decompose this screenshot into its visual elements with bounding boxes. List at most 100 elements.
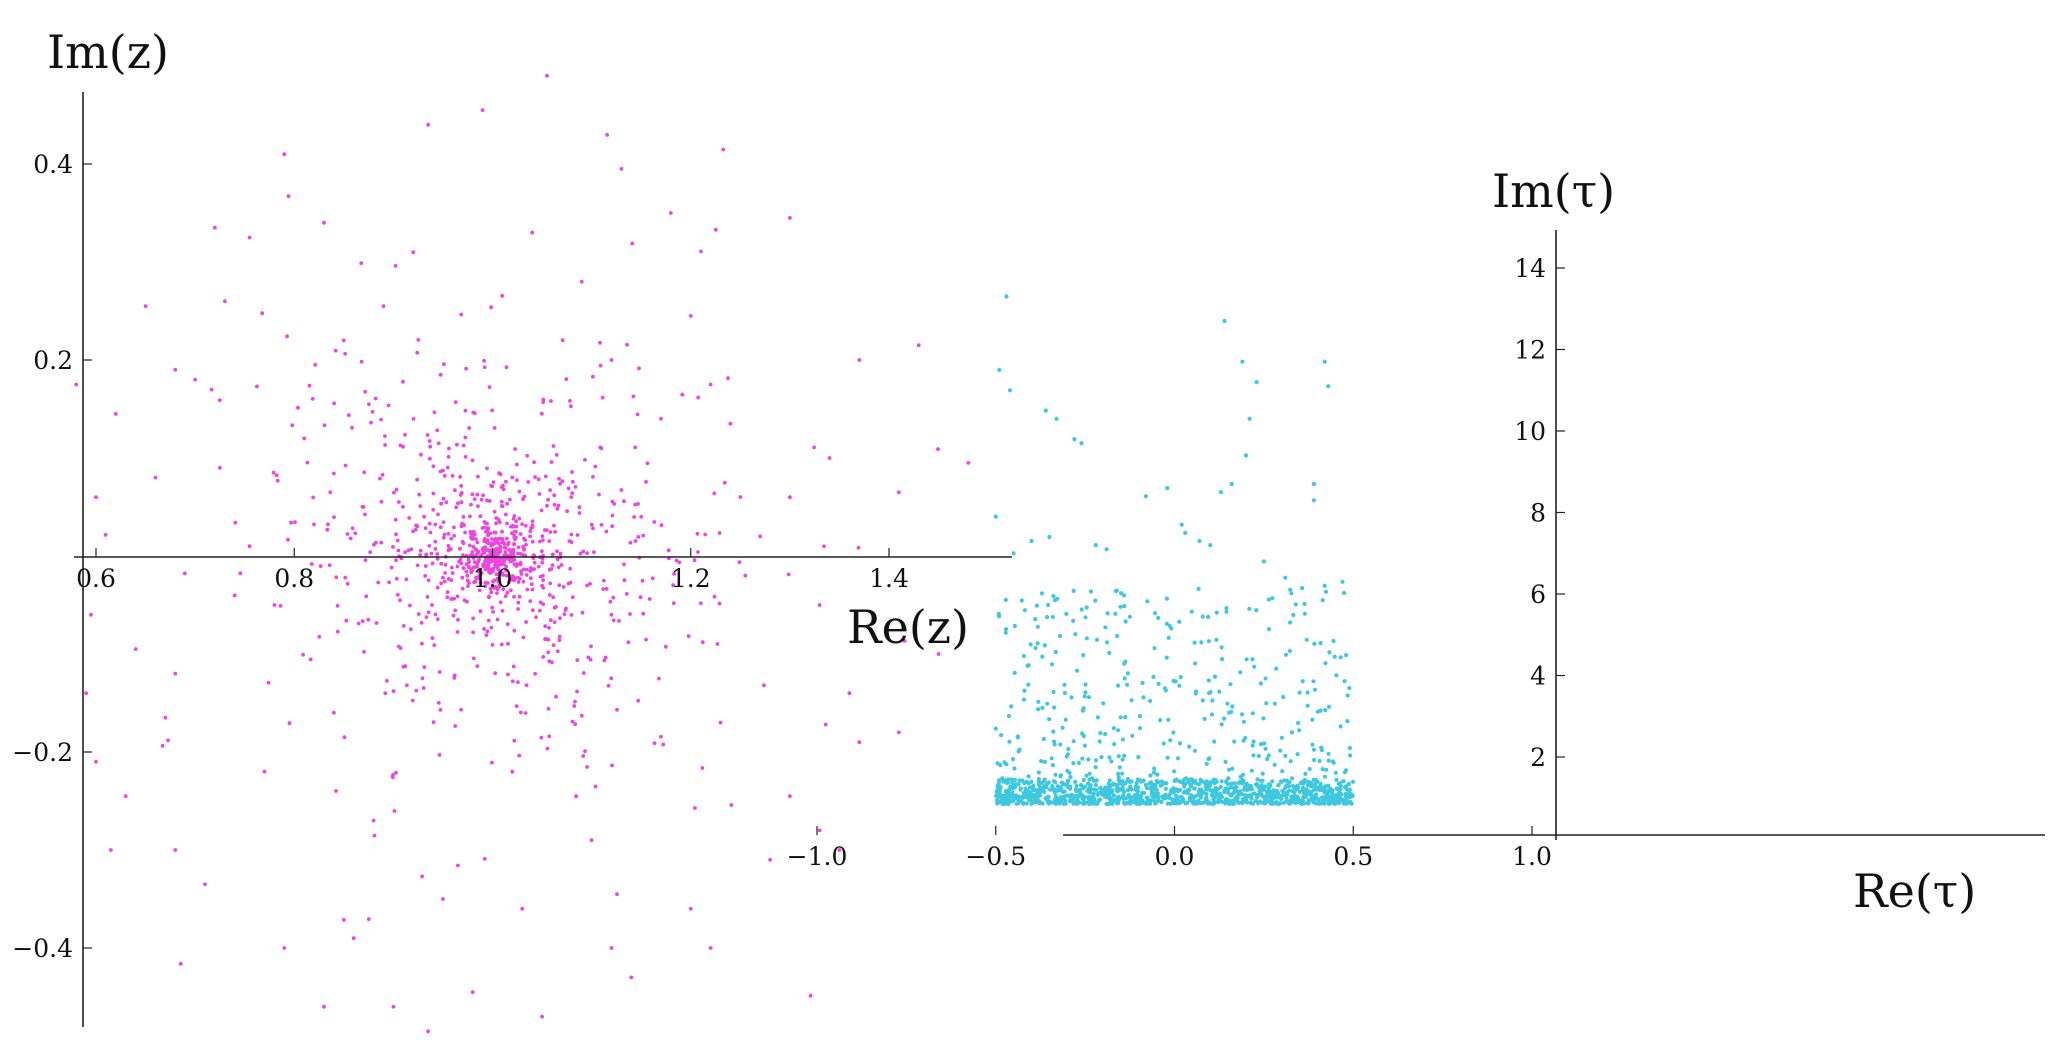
data-point: [410, 698, 415, 703]
data-point: [1093, 543, 1098, 548]
data-point: [428, 444, 433, 449]
data-point: [1264, 793, 1269, 798]
data-point: [1037, 792, 1042, 797]
data-point: [1152, 784, 1157, 789]
data-point: [433, 539, 438, 544]
data-point: [1246, 787, 1251, 792]
data-point: [487, 385, 492, 389]
data-point: [539, 508, 544, 513]
data-point: [591, 526, 595, 531]
data-point: [529, 582, 534, 587]
data-point: [1168, 738, 1173, 743]
data-point: [1167, 795, 1172, 800]
data-point: [758, 534, 762, 539]
data-point: [1263, 676, 1268, 681]
data-point: [485, 466, 489, 471]
data-point: [476, 474, 480, 479]
data-point: [645, 461, 650, 466]
data-point: [464, 569, 469, 574]
data-point: [608, 599, 613, 604]
data-point: [1189, 609, 1194, 614]
data-point: [1183, 530, 1188, 536]
data-point: [1049, 662, 1055, 667]
data-point: [1075, 668, 1080, 673]
data-point: [1115, 783, 1120, 788]
data-point: [518, 710, 523, 715]
data-point: [1067, 770, 1072, 775]
data-point: [517, 576, 522, 581]
data-point: [1078, 782, 1084, 788]
data-point: [1051, 689, 1056, 695]
data-point: [1302, 611, 1307, 616]
data-point: [387, 580, 391, 585]
data-point: [541, 538, 545, 543]
data-point: [1229, 709, 1234, 714]
data-point: [1311, 747, 1317, 752]
data-point: [579, 279, 584, 284]
data-point: [492, 509, 497, 514]
data-point: [1213, 793, 1218, 799]
data-point: [661, 742, 666, 747]
data-point: [1036, 777, 1041, 782]
data-point: [1287, 801, 1292, 806]
data-point: [1063, 782, 1068, 787]
data-point: [1223, 759, 1228, 765]
data-point: [580, 610, 585, 615]
data-point: [540, 534, 545, 539]
data-point: [1217, 689, 1222, 694]
data-point: [1094, 637, 1100, 642]
data-point: [1272, 701, 1277, 706]
data-point: [1251, 753, 1256, 758]
data-point: [385, 679, 389, 683]
data-point: [163, 715, 168, 720]
data-point: [1012, 766, 1017, 771]
data-point: [536, 477, 541, 482]
data-point: [717, 531, 722, 535]
data-point: [485, 629, 490, 634]
data-point: [1099, 755, 1104, 760]
data-point: [523, 711, 528, 715]
data-point: [430, 561, 435, 566]
data-point: [897, 490, 901, 495]
data-point: [485, 498, 489, 503]
data-point: [450, 597, 454, 601]
data-point: [433, 522, 438, 527]
data-point: [626, 640, 631, 645]
data-point: [1087, 771, 1092, 776]
data-point: [398, 443, 403, 448]
data-point: [1241, 738, 1246, 743]
data-point: [578, 551, 583, 556]
data-point: [1230, 766, 1235, 771]
data-point: [1050, 763, 1055, 768]
data-point: [1335, 799, 1340, 804]
data-point: [817, 828, 822, 833]
data-point: [1275, 795, 1280, 800]
data-point: [1135, 777, 1140, 782]
data-point: [1206, 614, 1211, 620]
data-point: [1137, 726, 1143, 731]
data-point: [510, 531, 514, 536]
data-point: [1345, 719, 1350, 724]
data-point: [173, 671, 178, 676]
data-point: [671, 583, 675, 588]
data-point: [383, 691, 388, 696]
data-point: [1283, 799, 1288, 805]
data-point: [345, 532, 350, 536]
data-point: [460, 539, 465, 544]
data-point: [209, 387, 214, 392]
data-point: [1120, 779, 1125, 784]
data-point: [1245, 800, 1250, 805]
data-point: [712, 594, 717, 599]
data-point: [1297, 690, 1302, 695]
data-point: [1296, 720, 1301, 726]
data-point: [1084, 605, 1089, 610]
data-point: [1060, 725, 1065, 730]
data-point: [1165, 801, 1170, 806]
data-point: [561, 585, 566, 589]
data-point: [419, 452, 423, 457]
data-point: [1069, 799, 1074, 804]
data-point: [313, 362, 318, 367]
data-point: [470, 990, 475, 994]
data-point: [514, 519, 518, 524]
data-point: [1278, 748, 1283, 753]
